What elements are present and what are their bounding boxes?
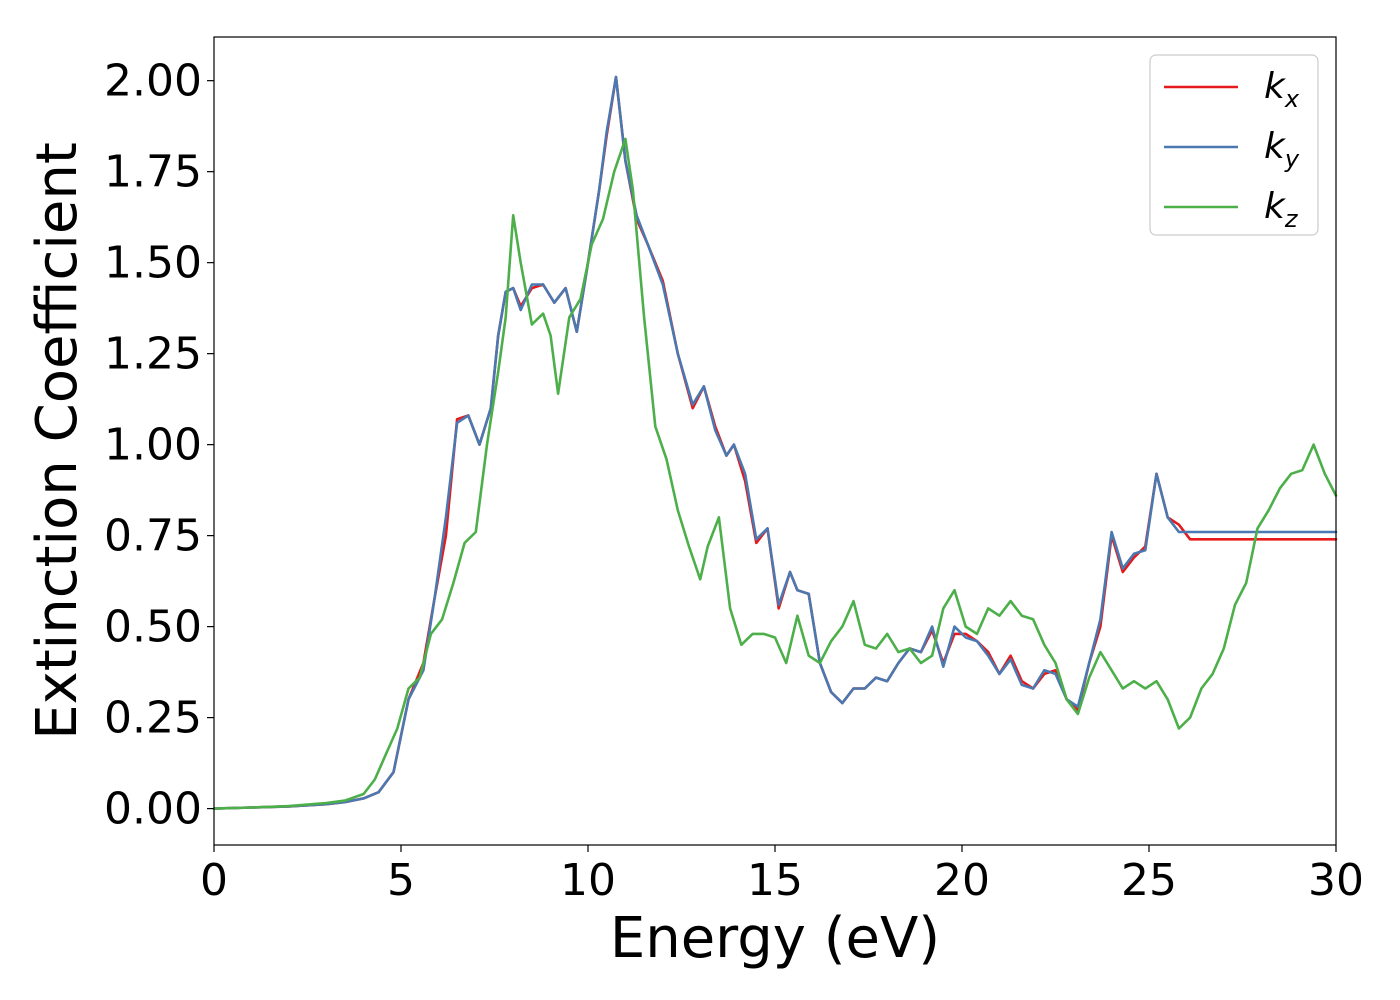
legend-label-kz: kz [1264,186,1299,233]
legend-label-ky: ky [1264,126,1300,173]
y-tick-label: 0.00 [104,784,202,835]
y-tick-label: 2.00 [104,56,202,107]
y-axis-title: Extinction Coefficient [25,142,90,740]
series-line-kz [212,137,1338,810]
legend: kx ky kz [1149,54,1319,236]
y-tick-label: 1.25 [104,329,202,380]
x-tick-label: 20 [934,855,990,906]
series-layer [212,75,1338,810]
legend-box [1149,54,1319,236]
x-tick-label: 0 [200,855,228,906]
x-tick-label: 5 [387,855,415,906]
y-tick-label: 0.25 [104,693,202,744]
x-tick-label: 25 [1121,855,1177,906]
y-tick-label: 1.00 [104,420,202,471]
x-axis-title: Energy (eV) [610,906,940,971]
y-tick-label: 0.75 [104,511,202,562]
x-tick-label: 15 [747,855,803,906]
y-axis: 0.00 0.25 0.50 0.75 1.00 1.25 1.50 1.75 2.00 [104,56,214,835]
y-tick-label: 0.50 [104,602,202,653]
y-tick-label: 1.50 [104,238,202,289]
y-tick-label: 1.75 [104,147,202,198]
x-tick-label: 30 [1308,855,1364,906]
x-tick-label: 10 [560,855,616,906]
legend-label-kx: kx [1264,66,1300,113]
x-axis: 0 5 10 15 20 25 30 [200,845,1364,906]
